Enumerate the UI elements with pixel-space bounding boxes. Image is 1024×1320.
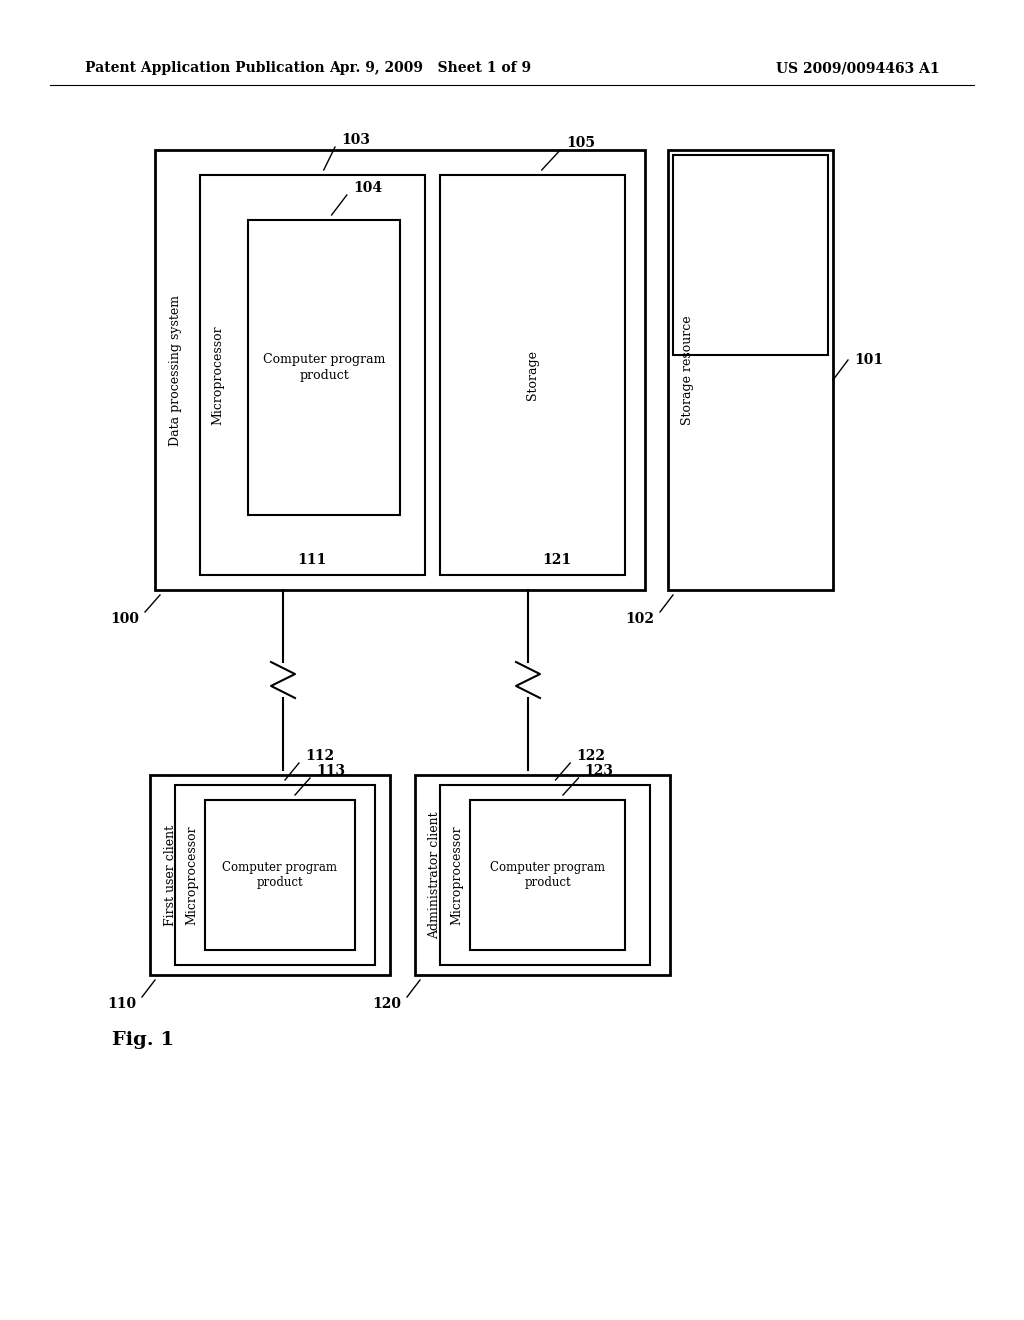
Bar — [470, 800, 625, 950]
Bar — [415, 775, 670, 975]
Bar — [668, 150, 833, 590]
Text: 105: 105 — [566, 136, 595, 150]
Bar — [175, 785, 375, 965]
Bar — [200, 176, 425, 576]
Text: First user client: First user client — [164, 825, 176, 925]
Bar — [440, 176, 625, 576]
Text: Computer program
product: Computer program product — [222, 861, 338, 888]
Text: Data processing system: Data processing system — [169, 294, 181, 446]
Text: 112: 112 — [305, 748, 334, 763]
Text: 121: 121 — [542, 553, 571, 568]
Text: US 2009/0094463 A1: US 2009/0094463 A1 — [776, 61, 940, 75]
Text: Patent Application Publication: Patent Application Publication — [85, 61, 325, 75]
Bar — [155, 150, 645, 590]
Text: 113: 113 — [316, 764, 345, 777]
Text: Computer program
product: Computer program product — [263, 354, 385, 381]
Bar — [205, 800, 355, 950]
Text: Microprocessor: Microprocessor — [185, 825, 199, 925]
Text: 110: 110 — [106, 997, 136, 1011]
Bar — [248, 220, 400, 515]
Text: 104: 104 — [353, 181, 382, 195]
Text: 120: 120 — [372, 997, 401, 1011]
Text: Apr. 9, 2009   Sheet 1 of 9: Apr. 9, 2009 Sheet 1 of 9 — [329, 61, 531, 75]
Text: Fig. 1: Fig. 1 — [112, 1031, 174, 1049]
Text: 103: 103 — [341, 133, 370, 147]
Bar — [440, 785, 650, 965]
Text: 111: 111 — [297, 553, 327, 568]
Text: Microprocessor: Microprocessor — [451, 825, 464, 925]
Text: Administrator client: Administrator client — [428, 812, 441, 939]
Text: Storage: Storage — [526, 350, 539, 400]
Text: 101: 101 — [854, 352, 883, 367]
Text: Storage resource: Storage resource — [682, 315, 694, 425]
Text: 100: 100 — [110, 612, 139, 626]
Bar — [673, 154, 828, 355]
Text: Computer program
product: Computer program product — [490, 861, 605, 888]
Bar — [150, 775, 390, 975]
Text: Microprocessor: Microprocessor — [212, 325, 224, 425]
Text: 122: 122 — [577, 748, 605, 763]
Text: 123: 123 — [585, 764, 613, 777]
Text: 102: 102 — [625, 612, 654, 626]
